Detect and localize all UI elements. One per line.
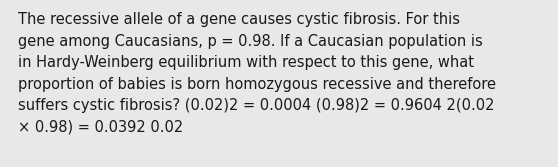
Text: The recessive allele of a gene causes cystic fibrosis. For this
gene among Cauca: The recessive allele of a gene causes cy… [18,12,496,135]
